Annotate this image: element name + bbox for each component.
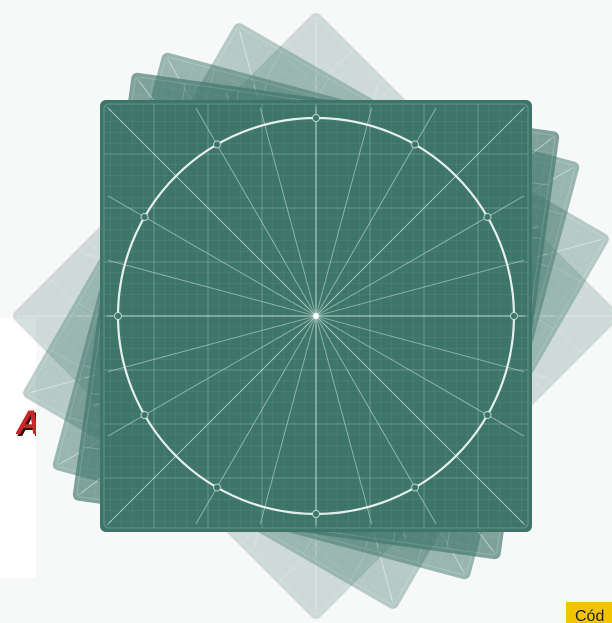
circle-marker [510,312,518,320]
mat-border [103,103,529,529]
circle-marker [140,213,149,221]
product-code-label: Cód [575,608,605,623]
circle-marker [114,312,122,320]
product-code-badge: Cód [566,602,612,623]
circle-marker [411,140,419,149]
circle-marker [213,140,221,149]
circle-marker [312,510,320,518]
circle-marker [140,411,149,419]
circle-marker [312,114,320,122]
circle-marker [411,483,419,492]
left-white-panel [0,318,36,578]
center-dot [313,313,319,319]
partial-red-letter: A [16,406,36,440]
circle-marker [483,213,492,221]
circle-marker [213,483,221,492]
mat-grid [104,104,528,528]
mat-layer [100,100,532,532]
circle-marker [483,411,492,419]
